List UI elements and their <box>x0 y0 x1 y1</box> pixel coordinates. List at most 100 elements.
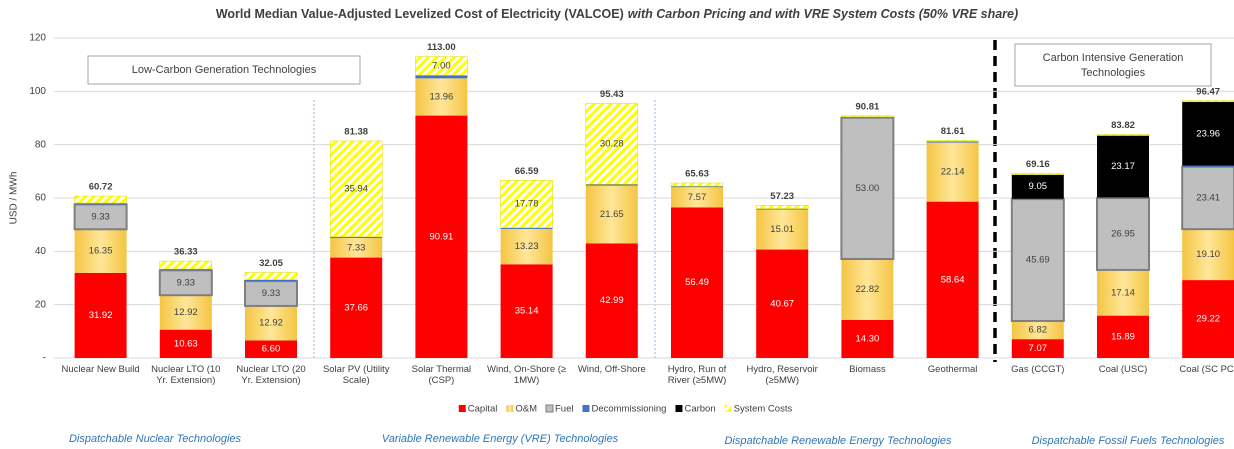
x-tick-line: River (≥5MW) <box>668 375 727 386</box>
bar-segment <box>841 259 894 320</box>
bar-segment <box>330 257 383 358</box>
x-tick-line: Nuclear New Build <box>62 364 140 375</box>
total-label: 83.82 <box>1111 120 1135 131</box>
x-tick-line: Wind, On-Shore (≥ <box>487 364 566 375</box>
data-label: 45.69 <box>1026 255 1050 266</box>
total-label: 90.81 <box>856 101 880 112</box>
bar-segment <box>755 205 809 209</box>
x-tick-label: Nuclear LTO (10 Yr. Extension) <box>151 364 220 386</box>
x-tick-label: Coal (SC PC) <box>1179 364 1234 375</box>
data-label: 7.33 <box>347 242 366 253</box>
bar-segment <box>1096 197 1150 271</box>
x-tick-label: Nuclear New Build <box>62 364 140 375</box>
data-label: 23.41 <box>1196 192 1220 203</box>
data-label: 10.63 <box>174 338 198 349</box>
bar-segment <box>159 268 212 271</box>
bar-segment <box>1097 197 1149 199</box>
bar-segment <box>1182 280 1234 358</box>
bar-segment <box>500 180 553 229</box>
x-tick-line: Yr. Extension) <box>156 375 215 386</box>
x-tick-line: Nuclear LTO (10 <box>151 364 220 375</box>
y-tick-label: 80 <box>35 139 47 150</box>
data-label: 23.96 <box>1196 128 1220 139</box>
x-tick-label: Hydro, Reservoir (≥5MW) <box>747 364 818 386</box>
data-label: 13.96 <box>430 91 454 102</box>
annotation: Technologies <box>1081 67 1146 79</box>
bar-segment <box>415 78 468 116</box>
bar-segment <box>1011 339 1064 358</box>
data-label: 12.92 <box>174 307 198 318</box>
total-label: 95.43 <box>600 89 624 100</box>
data-label: 16.35 <box>89 246 113 257</box>
legend-swatch <box>545 404 554 413</box>
bar-segment <box>926 140 979 142</box>
data-label: 15.89 <box>1111 331 1135 342</box>
x-tick-line: Hydro, Reservoir <box>747 364 818 375</box>
x-tick-line: (≥5MW) <box>765 375 799 386</box>
data-label: 90.91 <box>430 231 454 242</box>
data-label: 22.14 <box>941 167 965 178</box>
bar-segment <box>1181 100 1234 103</box>
data-label: 12.92 <box>259 318 283 329</box>
bar-segment <box>841 116 894 118</box>
data-label: 9.33 <box>177 277 196 288</box>
x-tick-line: Coal (USC) <box>1099 364 1148 375</box>
data-label: 53.00 <box>856 183 880 194</box>
total-label: 57.23 <box>770 191 794 202</box>
group-label: Dispatchable Renewable Energy Technologi… <box>724 435 952 447</box>
bar-segment <box>670 182 724 187</box>
data-label: 17.14 <box>1111 287 1135 298</box>
data-label: 9.33 <box>91 211 110 222</box>
data-label: 40.67 <box>770 298 794 309</box>
x-tick-line: Scale) <box>343 375 370 386</box>
group-label: Dispatchable Nuclear Technologies <box>69 433 242 445</box>
x-tick-line: Nuclear LTO (20 <box>236 364 305 375</box>
x-tick-line: Solar PV (Utility <box>323 364 390 375</box>
x-tick-label: Gas (CCGT) <box>1011 364 1064 375</box>
bar-segment <box>245 340 297 358</box>
bar-segment <box>926 141 979 143</box>
legend-label: Fuel <box>555 404 573 415</box>
bar-segment <box>415 75 468 79</box>
bar-segment <box>926 142 979 202</box>
annotation-box <box>1014 43 1212 87</box>
bar-segment <box>74 272 127 358</box>
annotation: Carbon Intensive Generation <box>1043 52 1184 64</box>
bar-segment <box>756 209 809 250</box>
data-label: 21.65 <box>600 209 624 220</box>
bar-segment <box>1182 229 1234 281</box>
x-tick-label: Solar Thermal (CSP) <box>412 364 472 386</box>
data-label: 7.00 <box>432 61 451 72</box>
bar-segment <box>1097 269 1149 316</box>
x-tick-line: Biomass <box>849 364 886 375</box>
annotation: Low-Carbon Generation Technologies <box>132 64 317 76</box>
data-label: 42.99 <box>600 295 624 306</box>
data-label: 15.01 <box>770 224 794 235</box>
bar-segment <box>244 272 298 280</box>
bar-segment <box>671 187 723 208</box>
x-tick-line: Geothermal <box>928 364 978 375</box>
legend-label: Capital <box>468 404 498 415</box>
x-tick-label: Hydro, Run of River (≥5MW) <box>668 364 727 386</box>
y-tick-label: - <box>43 353 46 364</box>
bar-segment <box>1011 173 1065 175</box>
bar-segment <box>585 185 638 244</box>
total-label: 65.63 <box>685 169 709 180</box>
y-tick-label: 60 <box>35 193 47 204</box>
bar-segment <box>74 229 127 273</box>
data-label: 7.07 <box>1029 343 1048 354</box>
bar-segment <box>158 269 213 297</box>
bar-segment <box>415 115 468 358</box>
group-label: Variable Renewable Energy (VRE) Technolo… <box>382 433 619 445</box>
bar-segment <box>330 236 383 239</box>
subtitle: with Carbon Pricing and with VRE System … <box>628 7 1018 21</box>
total-label: 36.33 <box>174 247 198 258</box>
legend-swatch <box>724 405 732 412</box>
bar-segment <box>500 229 553 265</box>
x-tick-line: Coal (SC PC) <box>1179 364 1234 375</box>
data-label: 14.30 <box>856 333 880 344</box>
bar-segment <box>585 243 638 358</box>
data-label: 30.28 <box>600 138 624 149</box>
bar-segment <box>756 208 809 210</box>
bar-segment <box>415 56 468 76</box>
